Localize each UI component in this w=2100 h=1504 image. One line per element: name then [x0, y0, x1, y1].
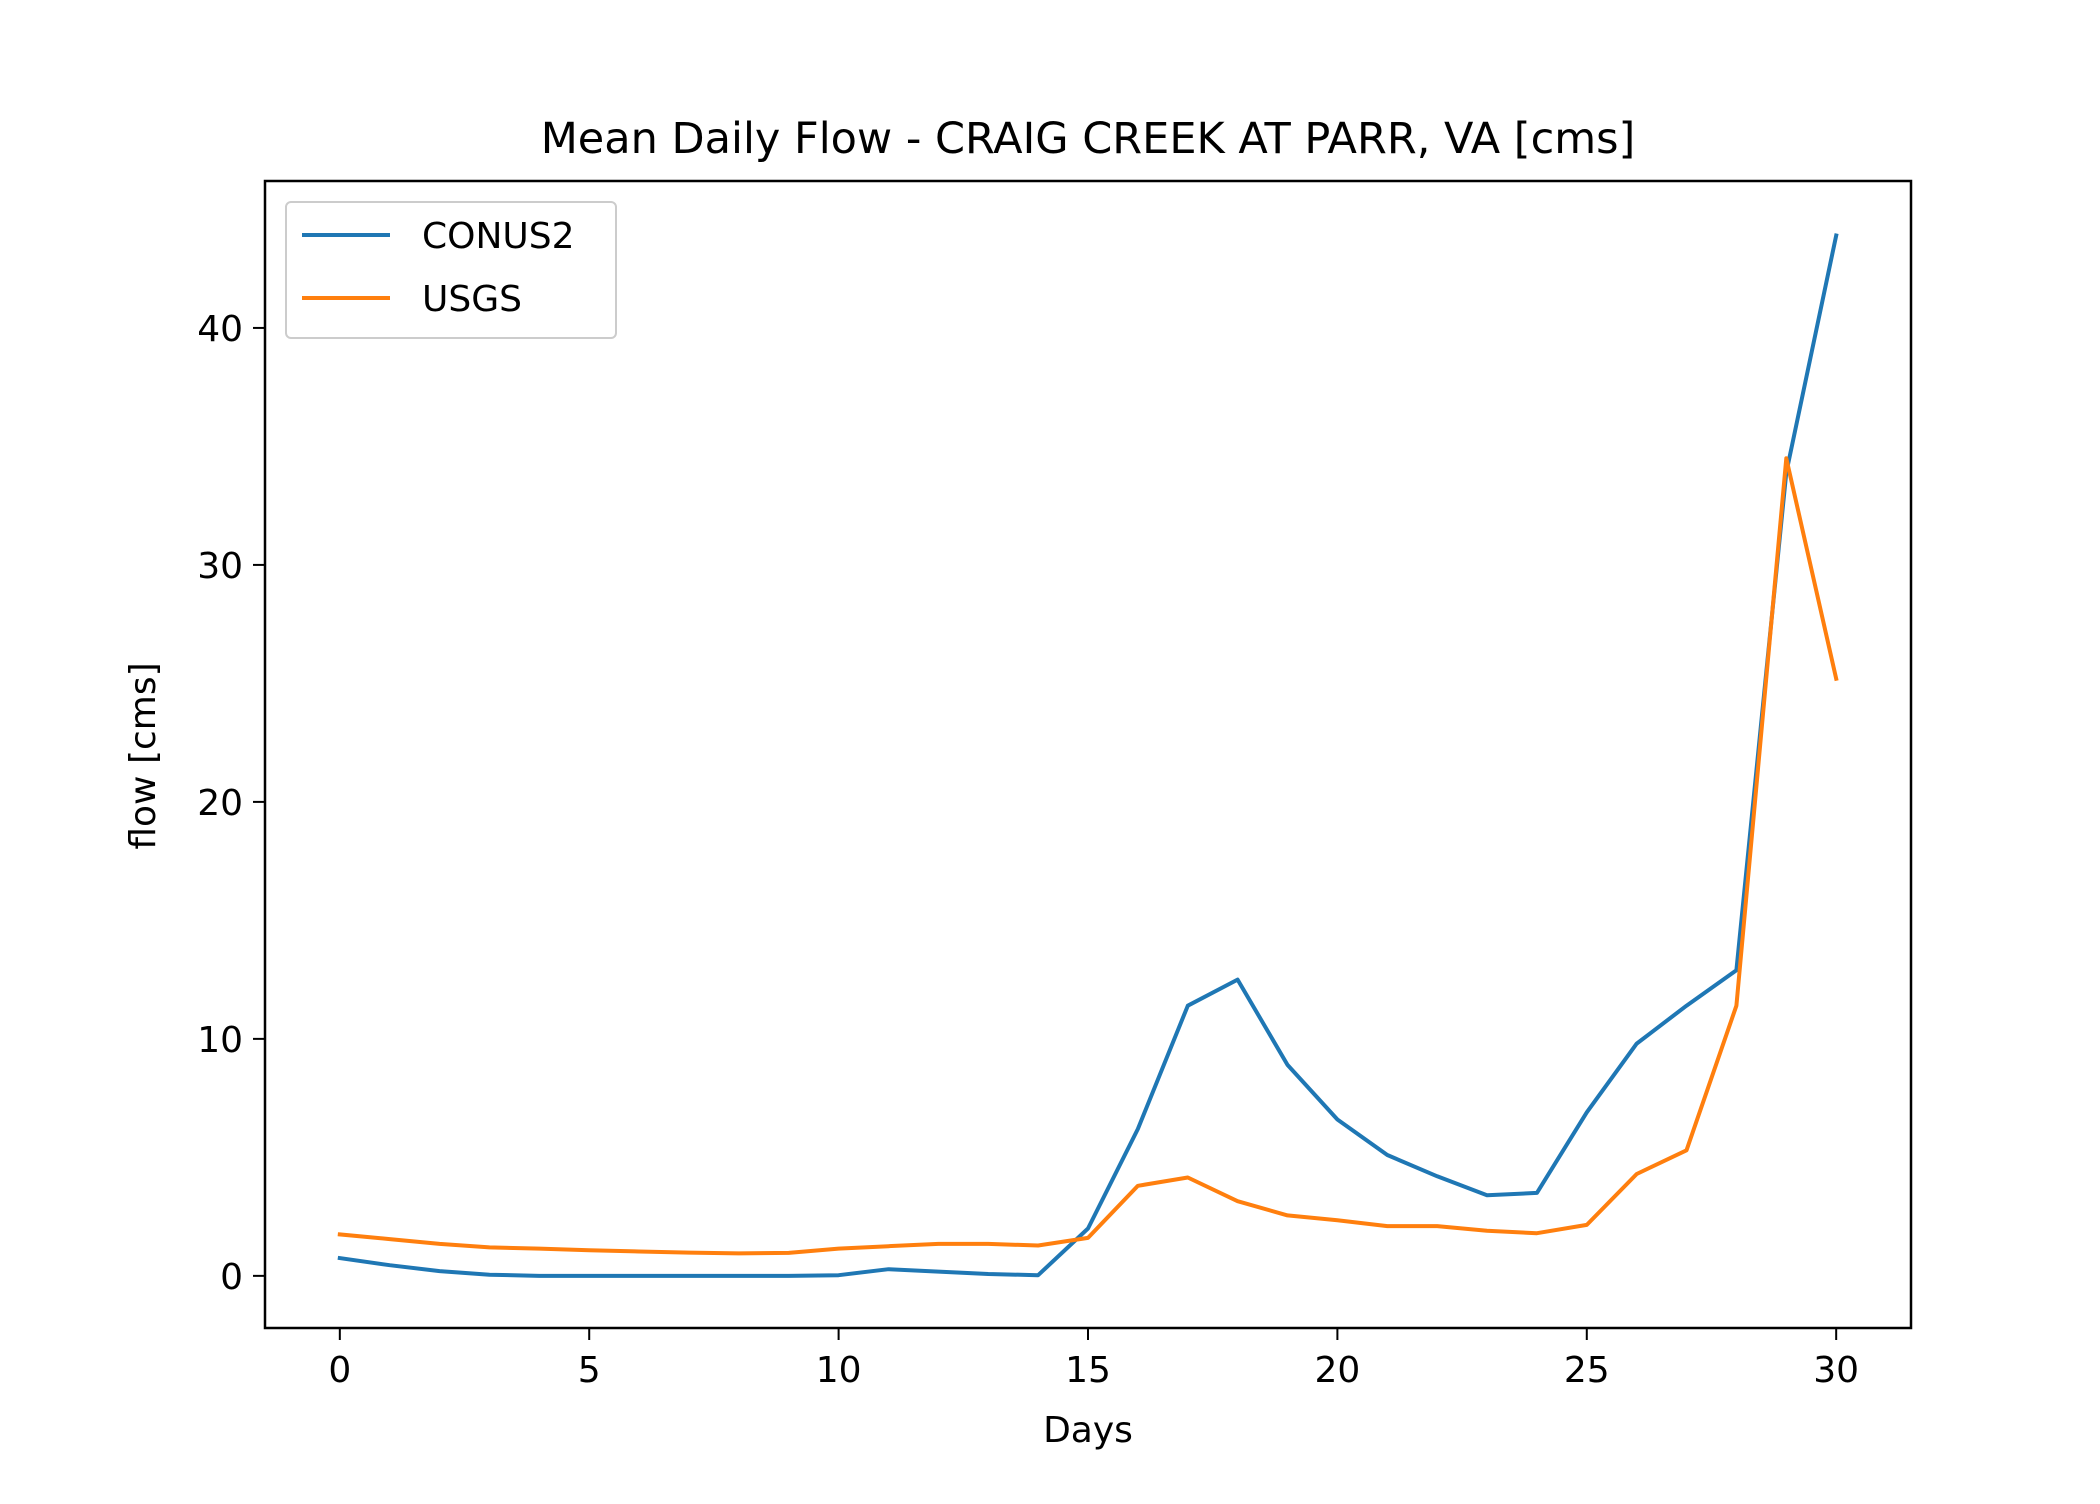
x-tick-label: 0 [328, 1350, 351, 1391]
series-line-conus2 [337, 233, 1839, 1278]
x-tick-label: 20 [1314, 1350, 1360, 1391]
x-tick-label: 30 [1813, 1350, 1859, 1391]
series-line-usgs [337, 456, 1839, 1256]
x-tick-label: 10 [816, 1350, 862, 1391]
x-axis: 0 5 10 15 20 25 30 [328, 1328, 1859, 1391]
y-tick-label: 0 [220, 1257, 243, 1298]
legend: CONUS2 USGS [285, 201, 617, 339]
y-axis: 0 10 20 30 40 [197, 309, 265, 1298]
y-tick-label: 40 [197, 309, 243, 350]
y-axis-title: flow [cms] [123, 662, 164, 849]
x-tick-label: 25 [1564, 1350, 1610, 1391]
x-axis-title: Days [1043, 1410, 1133, 1451]
x-tick-label: 5 [578, 1350, 601, 1391]
y-tick-label: 20 [197, 783, 243, 824]
plot-lines [337, 233, 1839, 1278]
legend-label-usgs: USGS [422, 279, 522, 320]
legend-label-conus2: CONUS2 [422, 216, 575, 257]
y-tick-label: 30 [197, 546, 243, 587]
chart-title: Mean Daily Flow - CRAIG CREEK AT PARR, V… [541, 114, 1636, 164]
y-tick-label: 10 [197, 1020, 243, 1061]
x-tick-label: 15 [1065, 1350, 1111, 1391]
